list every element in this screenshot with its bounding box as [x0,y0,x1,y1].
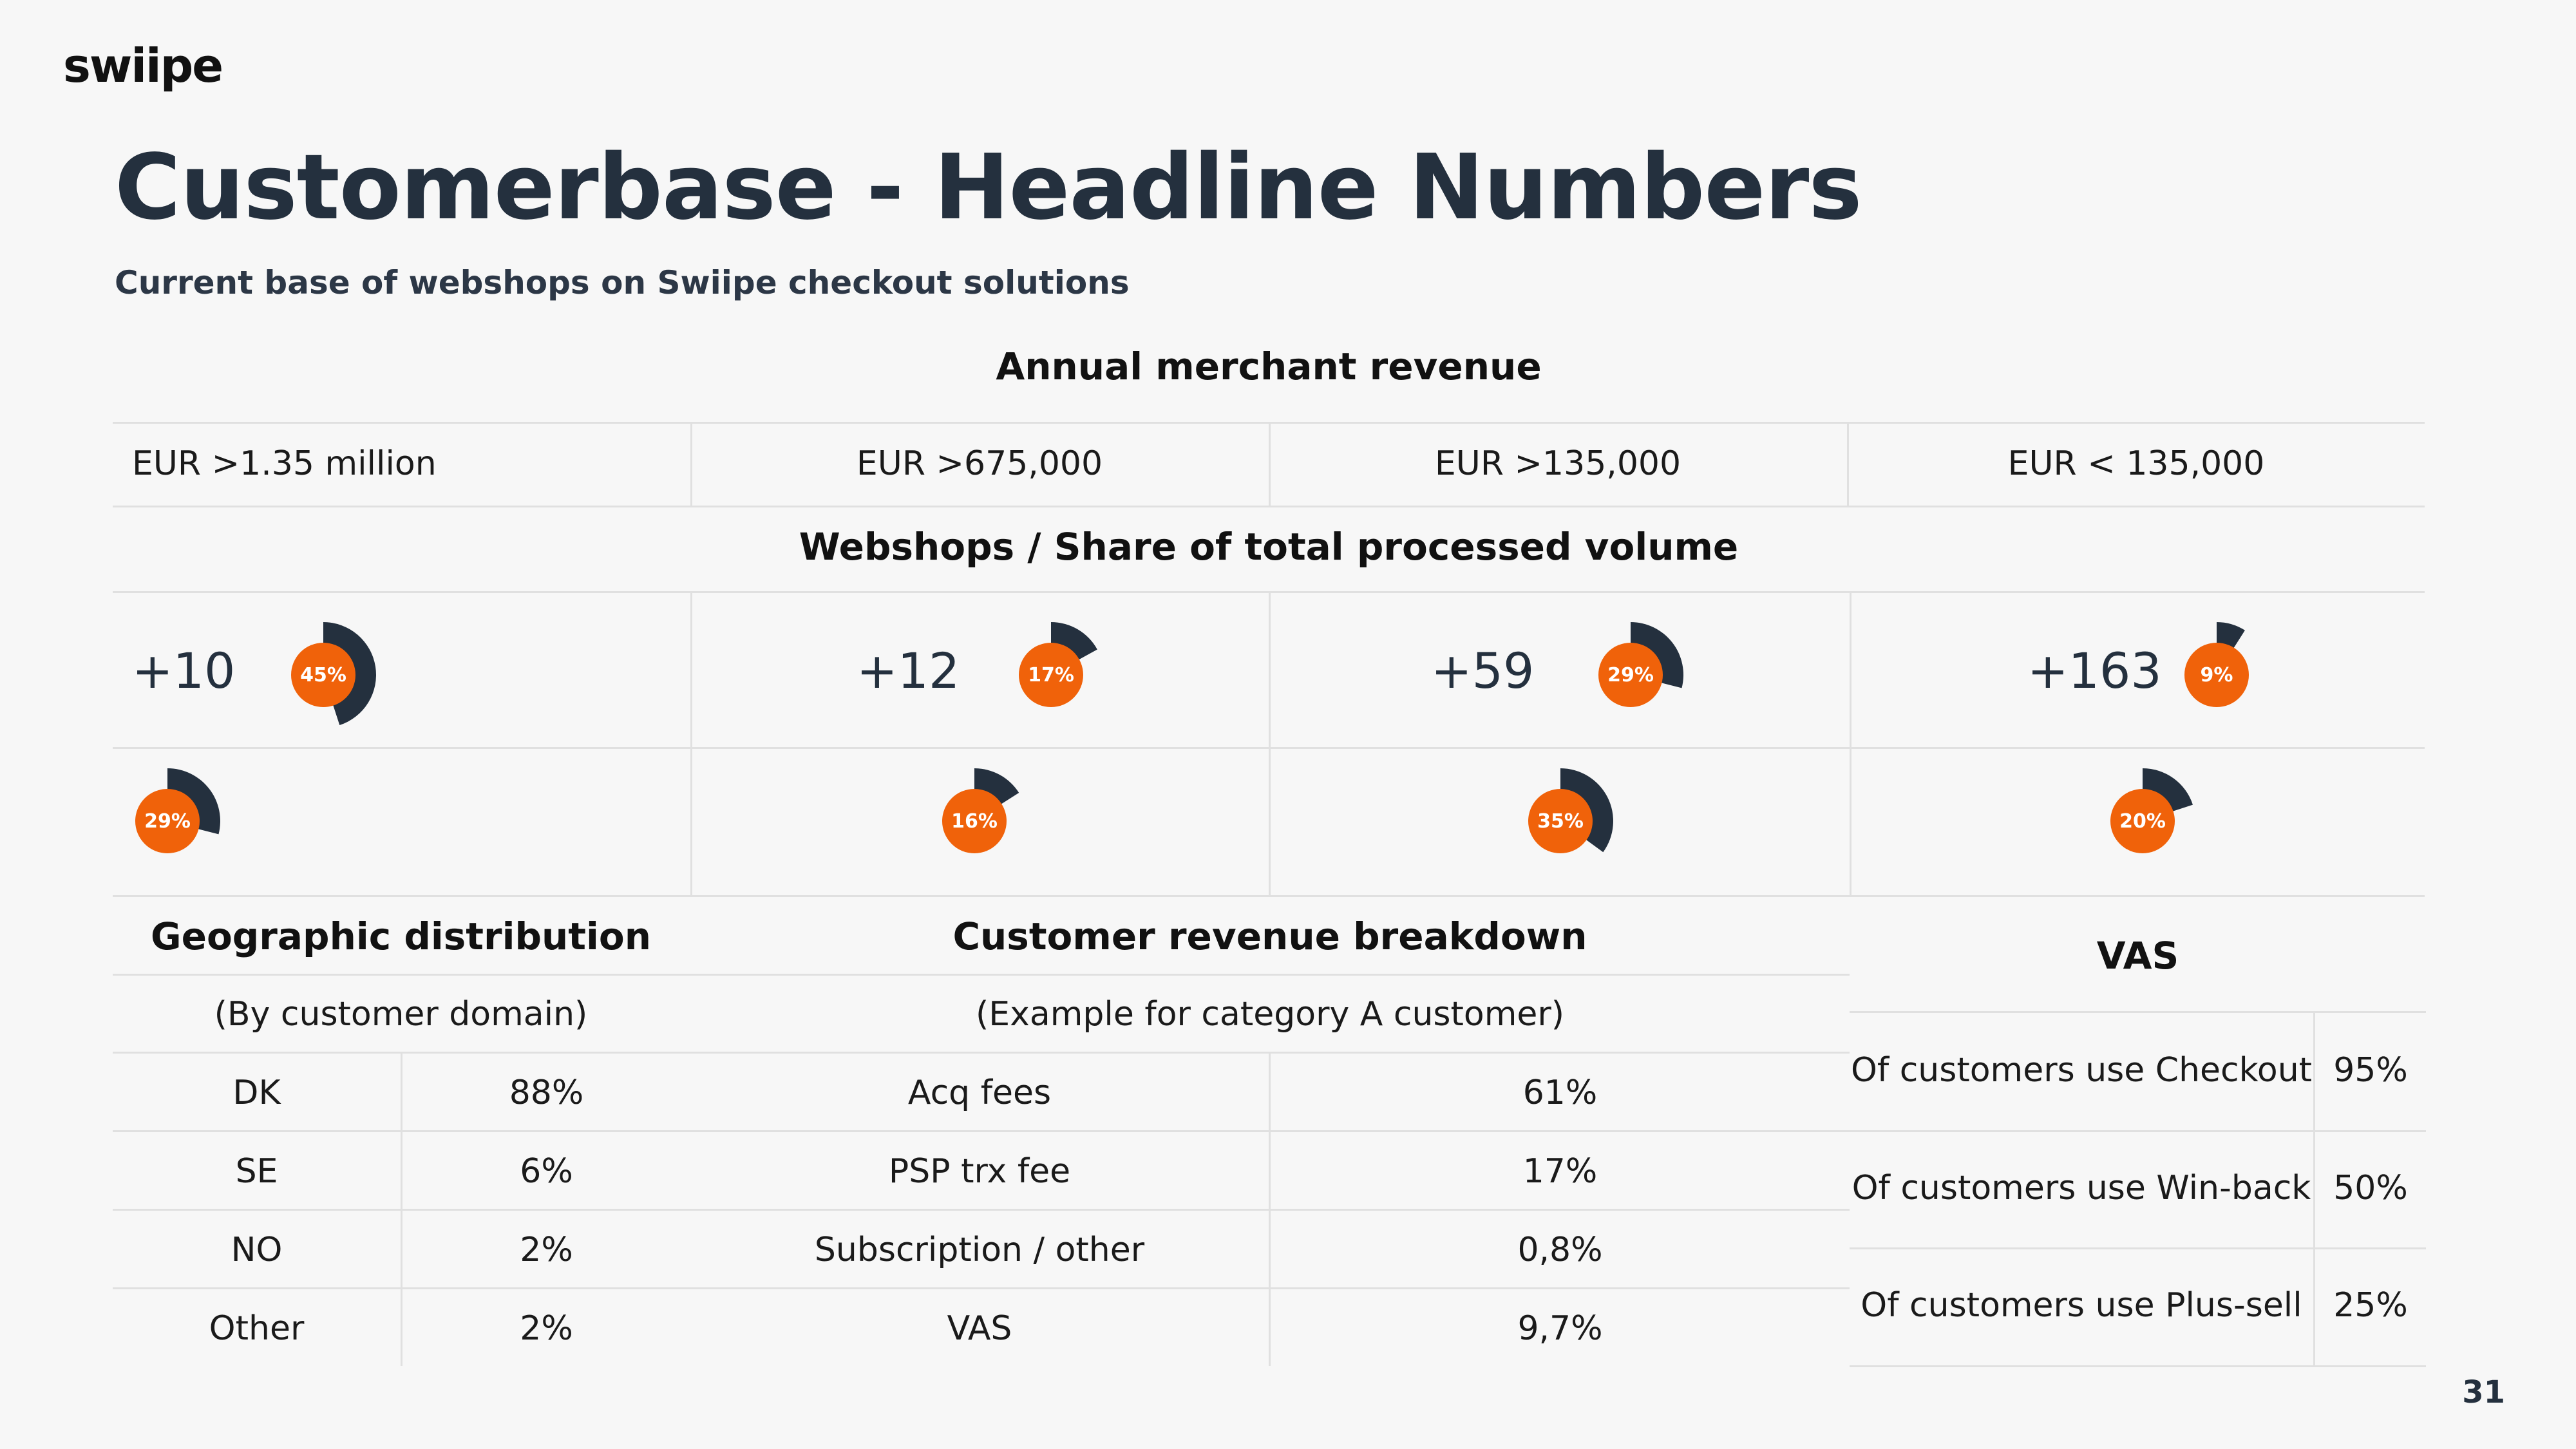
donut-center [1598,643,1663,707]
geo-header: Geographic distribution [151,914,651,958]
donut-arc [1631,622,1683,688]
revenue-tier: EUR < 135,000 [2007,444,2265,483]
breakdown-item: VAS [947,1309,1012,1348]
volume-share-donut: 29% [135,768,220,853]
volume-share-donut: 16% [942,768,1019,853]
donut-center [2184,643,2249,707]
vas-label: Of customers use Checkout [1850,1051,2313,1090]
vas-header: VAS [2096,934,2179,978]
webshop-count: +10 [132,642,236,699]
divider [1850,1365,2426,1367]
donut-arc [1051,622,1097,661]
divider [690,591,692,895]
geo-share: 6% [520,1152,573,1191]
breakdown-share: 9,7% [1517,1309,1603,1348]
geo-country: SE [235,1152,278,1191]
divider [113,1052,1850,1054]
geo-note: (By customer domain) [214,995,588,1034]
donut-label: 35% [1537,810,1584,833]
divider [401,1052,402,1366]
divider [690,422,692,506]
divider [1850,1011,2426,1013]
divider [1847,422,1849,506]
page-title: Customerbase - Headline Numbers [115,135,1862,240]
donut-label: 29% [144,810,191,833]
donut-center [1019,643,1083,707]
donut-center [2110,789,2175,853]
breakdown-header: Customer revenue breakdown [952,914,1587,958]
divider [113,1287,1850,1289]
vas-share: 95% [2333,1051,2408,1090]
volume-share-donut: 20% [2110,768,2193,853]
divider [113,1130,1850,1132]
revenue-tier: EUR >135,000 [1434,444,1681,483]
donut-center [291,643,355,707]
divider [113,895,2425,897]
divider [1269,591,1271,895]
donut-arc [2217,622,2245,650]
donut-arc [974,768,1019,806]
webshop-count: +59 [1431,642,1535,699]
donut-center [135,789,200,853]
donut-arc [1560,768,1613,853]
volume-share-donut: 45% [291,622,376,725]
divider [1850,1130,2426,1132]
breakdown-item: PSP trx fee [888,1152,1071,1191]
geo-share: 2% [520,1309,573,1348]
page-subtitle: Current base of webshops on Swiipe check… [115,264,1130,301]
donut-label: 29% [1607,664,1654,687]
divider [1269,1052,1271,1366]
donut-label: 45% [300,664,346,687]
geo-share: 88% [509,1074,584,1112]
volume-share-donut: 29% [1598,622,1683,707]
vas-label: Of customers use Win-back [1852,1169,2311,1208]
breakdown-item: Subscription / other [814,1231,1145,1269]
page-number: 31 [2462,1374,2505,1410]
vas-share: 25% [2333,1286,2408,1325]
donut-center [1528,789,1593,853]
breakdown-share: 0,8% [1517,1231,1603,1269]
donut-center [942,789,1007,853]
vas-label: Of customers use Plus-sell [1861,1286,2302,1325]
webshops-header: Webshops / Share of total processed volu… [799,525,1739,569]
geo-country: NO [231,1231,283,1269]
volume-share-donut: 17% [1019,622,1097,707]
breakdown-note: (Example for category A customer) [975,995,1565,1034]
breakdown-share: 61% [1522,1074,1598,1112]
revenue-tier: EUR >1.35 million [132,444,437,483]
revenue-header: Annual merchant revenue [996,345,1542,388]
divider [113,506,2425,507]
vas-share: 50% [2333,1169,2408,1208]
swiipe-logo: swiipe [63,39,223,93]
donut-arc [167,768,220,835]
volume-share-donut: 35% [1528,768,1613,853]
breakdown-share: 17% [1522,1152,1598,1191]
donut-label: 16% [951,810,998,833]
webshop-count: +163 [2027,642,2162,699]
divider [113,974,1850,976]
geo-share: 2% [520,1231,573,1269]
divider [1850,1247,2426,1249]
divider [2313,1011,2315,1365]
geo-country: DK [232,1074,281,1112]
revenue-tier: EUR >675,000 [856,444,1103,483]
donut-label: 9% [2201,664,2233,687]
donut-label: 20% [2119,810,2166,833]
divider [1269,422,1271,506]
donut-arc [2143,768,2193,812]
webshop-count: +12 [857,642,960,699]
divider [113,1209,1850,1211]
geo-country: Other [209,1309,305,1348]
donut-label: 17% [1028,664,1074,687]
volume-share-donut: 9% [2184,622,2249,707]
breakdown-item: Acq fees [907,1074,1052,1112]
divider [1850,591,1852,895]
